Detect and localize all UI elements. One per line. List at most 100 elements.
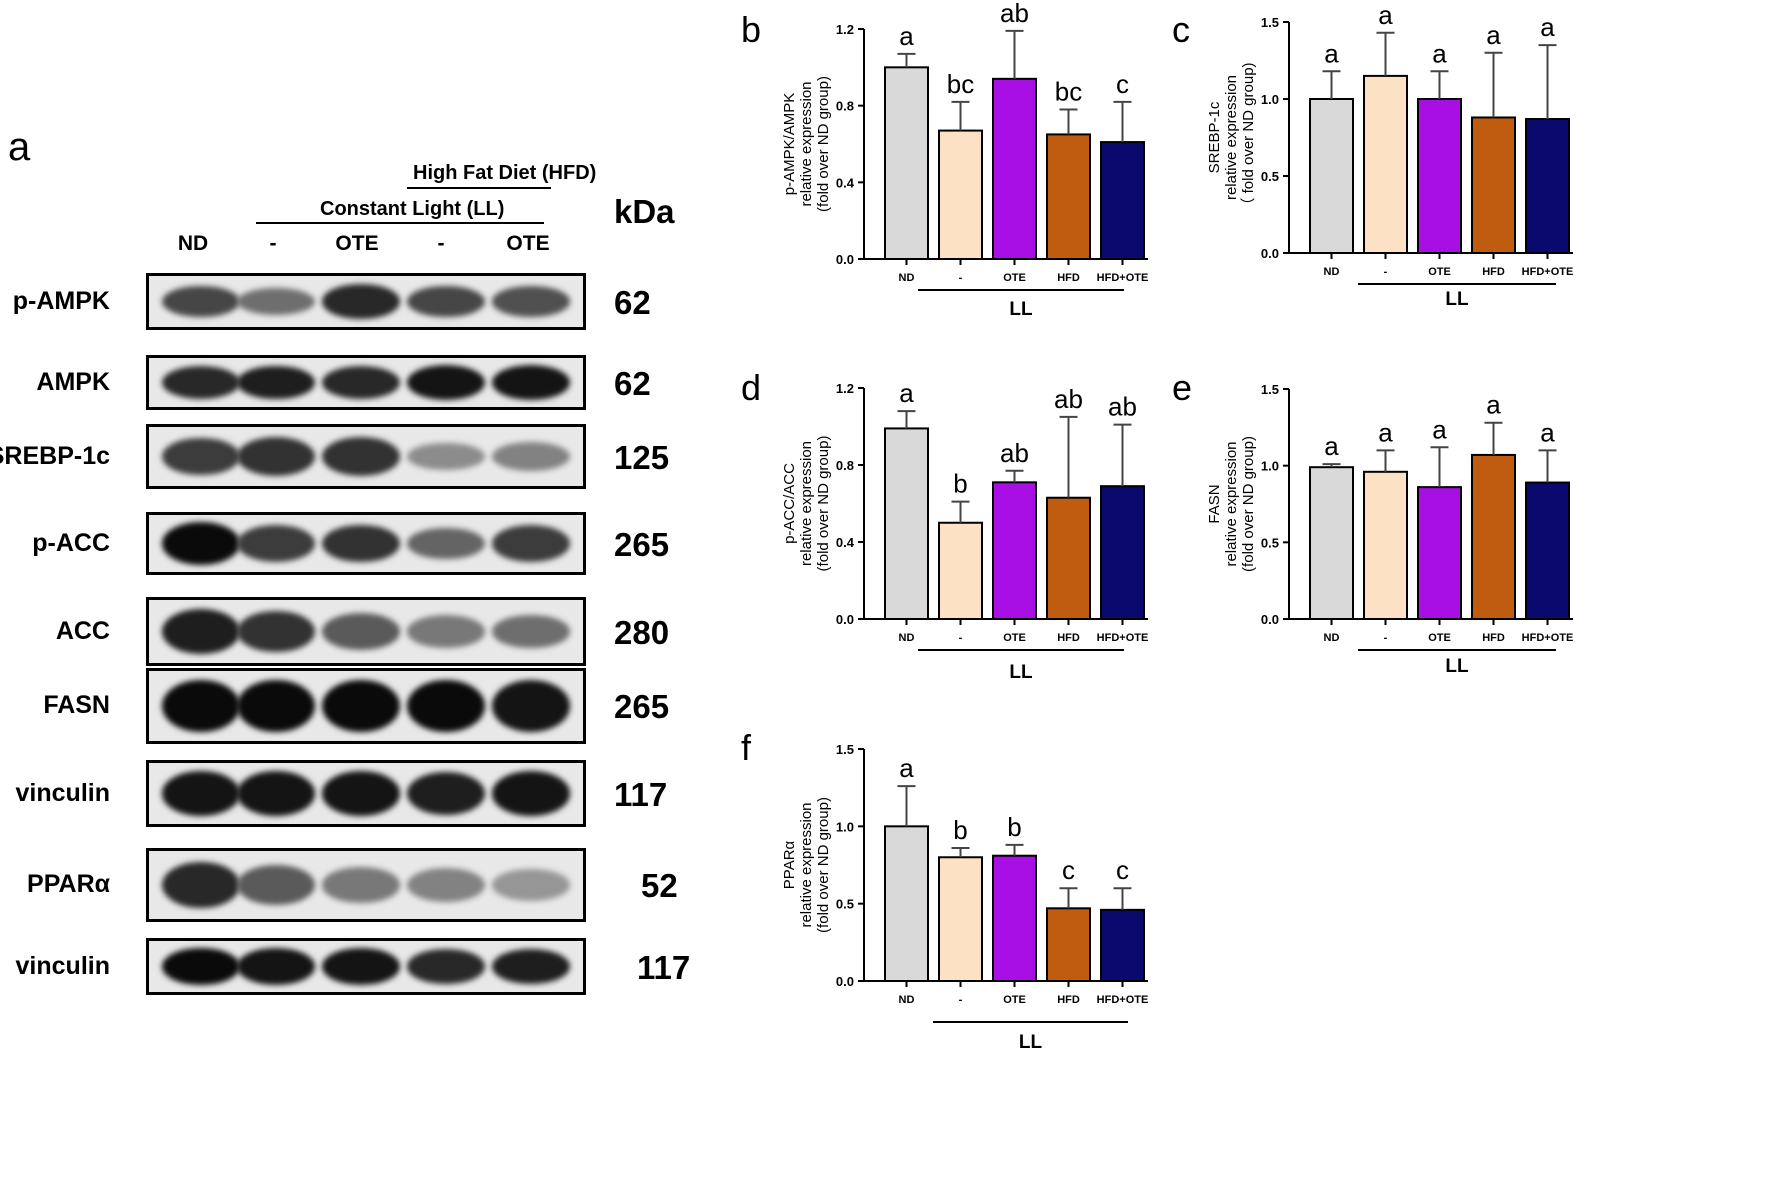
panel-c-letter: c [1172, 9, 1190, 50]
y-axis-label: FASN [1206, 484, 1223, 523]
band [162, 366, 240, 399]
x-tick-label: HFD+OTE [1097, 994, 1149, 1006]
blot-row-srebp-1c [146, 424, 586, 489]
significance-letter: c [1116, 69, 1129, 99]
bar [992, 854, 1037, 982]
group-label: LL [1019, 1032, 1043, 1053]
kda-value: 280 [614, 613, 670, 651]
x-tick-label: ND [899, 994, 915, 1006]
band [322, 524, 400, 563]
band [407, 771, 485, 815]
band [162, 861, 240, 909]
panel-b-letter: b [741, 9, 761, 50]
y-axis-label: relative expression [1223, 75, 1240, 200]
bar [1309, 98, 1354, 254]
kda-value: 117 [637, 948, 691, 986]
lane-label-5: OTE [506, 232, 550, 255]
significance-letter: ab [1108, 392, 1137, 422]
band [162, 437, 240, 476]
band [492, 525, 570, 562]
significance-letter: a [1486, 390, 1501, 420]
bar [992, 77, 1037, 261]
bar [1309, 466, 1354, 621]
blot-row-vinculin [146, 938, 586, 995]
x-tick-label: HFD+OTE [1522, 266, 1574, 278]
bar [1363, 470, 1408, 620]
band [237, 865, 315, 905]
x-tick-label: HFD+OTE [1097, 272, 1149, 284]
band [407, 285, 485, 318]
bar [992, 481, 1037, 621]
band [237, 771, 315, 816]
band [162, 522, 240, 565]
y-axis-label: (fold over ND group) [815, 436, 832, 572]
significance-letter: b [1007, 812, 1021, 842]
band [162, 947, 240, 986]
band [407, 615, 485, 648]
panel-e-letter: e [1172, 367, 1192, 408]
y-axis-label: p-AMPK/AMPK [781, 93, 798, 196]
x-tick-label: HFD+OTE [1097, 632, 1149, 644]
protein-label: PPARα [27, 870, 110, 898]
band [237, 679, 315, 733]
band [407, 679, 485, 733]
band [322, 366, 400, 399]
blot-row-fasn [146, 668, 586, 744]
panel-a-letter: a [8, 125, 31, 169]
band [237, 525, 315, 562]
blot-row-vinculin [146, 760, 586, 827]
band [407, 949, 485, 984]
significance-letter: a [1324, 38, 1339, 68]
bar [1525, 481, 1570, 620]
significance-letter: c [1062, 855, 1075, 885]
band [322, 679, 400, 733]
significance-letter: b [953, 815, 967, 845]
band [162, 285, 240, 318]
band [162, 771, 240, 816]
bar [1046, 496, 1091, 621]
y-axis-label: PPARα [781, 840, 798, 889]
band [492, 869, 570, 901]
kda-value: 52 [641, 867, 678, 904]
band [237, 948, 315, 985]
ll-header: Constant Light (LL) [320, 198, 505, 220]
kda-value: 265 [614, 525, 670, 563]
significance-letter: bc [947, 69, 974, 99]
significance-letter: c [1116, 855, 1129, 885]
protein-label: vinculin [15, 951, 110, 980]
y-axis-label: relative expression [798, 441, 815, 566]
x-tick-label: OTE [1003, 994, 1026, 1006]
significance-letter: a [1432, 38, 1447, 68]
protein-label: FASN [43, 691, 110, 719]
significance-letter: a [1540, 12, 1555, 42]
group-label: LL [1009, 662, 1033, 683]
hfd-header-line [407, 187, 551, 189]
y-axis-label: relative expression [798, 802, 815, 927]
x-tick-label: ND [1324, 632, 1340, 644]
band [162, 609, 240, 654]
band [492, 614, 570, 649]
band [237, 436, 315, 477]
hfd-header: High Fat Diet (HFD) [413, 162, 597, 184]
x-tick-label: HFD [1057, 994, 1080, 1006]
significance-letter: ab [1000, 0, 1029, 28]
x-tick-label: HFD [1057, 272, 1080, 284]
protein-label: ACC [55, 616, 110, 645]
significance-letter: bc [1055, 77, 1082, 107]
y-tick-label: 0.0 [836, 612, 854, 627]
x-tick-label: - [1384, 266, 1388, 278]
bar [1046, 907, 1091, 982]
protein-label: AMPK [36, 367, 110, 396]
band [322, 436, 400, 477]
significance-letter: a [1486, 20, 1501, 50]
lane-label-2: - [269, 232, 277, 255]
kda-value: 265 [614, 688, 670, 725]
x-tick-label: OTE [1003, 632, 1026, 644]
significance-letter: a [1432, 414, 1447, 444]
y-tick-label: 0.8 [836, 99, 854, 114]
band [322, 948, 400, 985]
panel-f-letter: f [741, 727, 752, 768]
band [237, 610, 315, 653]
y-axis-label: relative expression [798, 81, 815, 206]
lane-label-4: - [437, 232, 445, 255]
